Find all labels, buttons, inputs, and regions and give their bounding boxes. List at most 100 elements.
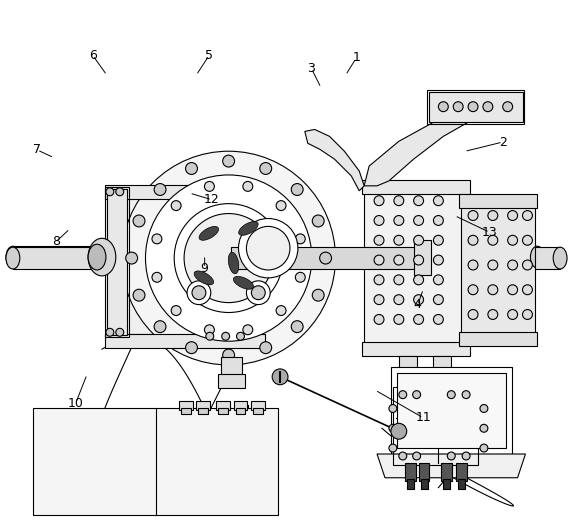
Circle shape [133,289,145,301]
Circle shape [374,196,384,205]
Circle shape [394,275,404,285]
Circle shape [171,306,181,315]
Ellipse shape [6,246,20,268]
Circle shape [122,151,335,365]
Circle shape [126,252,138,264]
Circle shape [522,285,533,295]
Circle shape [389,405,397,413]
Circle shape [291,321,303,332]
Circle shape [433,255,443,265]
Circle shape [246,281,270,305]
Circle shape [414,255,424,265]
Circle shape [152,272,162,282]
Bar [251,400,265,410]
Bar [397,373,506,448]
Text: 2: 2 [499,135,507,149]
Bar [456,463,467,481]
Circle shape [414,196,424,205]
Text: 6: 6 [89,49,96,62]
Circle shape [433,295,443,305]
Bar [396,389,475,463]
Bar [458,479,465,489]
Text: 10: 10 [68,397,84,409]
Circle shape [488,260,498,270]
Bar [105,187,129,337]
Circle shape [296,234,305,244]
Circle shape [488,310,498,320]
Text: 8: 8 [52,235,60,249]
Circle shape [223,349,235,361]
Circle shape [503,102,513,112]
Circle shape [414,314,424,324]
Circle shape [480,424,488,432]
Circle shape [468,102,478,112]
Bar [181,408,191,414]
Bar [536,247,560,269]
Bar [443,479,450,489]
Circle shape [413,452,421,460]
Polygon shape [377,454,525,478]
Circle shape [154,321,166,332]
Ellipse shape [88,238,116,276]
Bar [231,247,424,269]
Bar [433,356,451,391]
Circle shape [260,342,272,354]
Circle shape [223,155,235,167]
Text: 7: 7 [33,143,41,157]
Bar [362,342,470,356]
Ellipse shape [199,226,219,240]
Ellipse shape [234,277,254,289]
Circle shape [507,260,518,270]
Circle shape [152,234,162,244]
Circle shape [116,328,124,336]
Circle shape [394,255,404,265]
Circle shape [251,286,265,299]
Bar [362,180,470,194]
Circle shape [394,196,404,205]
Text: 11: 11 [416,412,431,424]
Circle shape [374,235,384,245]
Bar [218,408,228,414]
Circle shape [447,391,455,399]
Circle shape [394,216,404,226]
Ellipse shape [6,247,20,269]
Circle shape [522,260,533,270]
Circle shape [184,213,273,303]
Circle shape [106,188,114,196]
Circle shape [468,260,478,270]
Circle shape [187,281,211,305]
Circle shape [453,102,463,112]
Circle shape [185,342,197,354]
Circle shape [468,235,478,245]
Circle shape [389,444,397,452]
Circle shape [468,211,478,220]
Bar [196,400,210,410]
Bar [13,246,107,268]
Bar [179,400,193,410]
Circle shape [399,391,407,399]
Circle shape [433,235,443,245]
Circle shape [433,314,443,324]
Circle shape [204,182,214,191]
Circle shape [374,314,384,324]
Circle shape [433,196,443,205]
Circle shape [246,226,290,270]
Circle shape [522,310,533,320]
Bar [399,356,417,391]
Circle shape [483,102,493,112]
Text: 3: 3 [308,62,315,75]
Circle shape [312,215,324,227]
Circle shape [374,255,384,265]
Circle shape [480,444,488,452]
Bar [235,408,246,414]
Bar [391,367,511,454]
Circle shape [522,211,533,220]
Circle shape [522,235,533,245]
Circle shape [243,325,253,335]
Text: 4: 4 [414,298,421,311]
Bar [218,374,246,388]
Circle shape [133,215,145,227]
Circle shape [394,314,404,324]
Circle shape [414,275,424,285]
Bar [459,194,537,208]
